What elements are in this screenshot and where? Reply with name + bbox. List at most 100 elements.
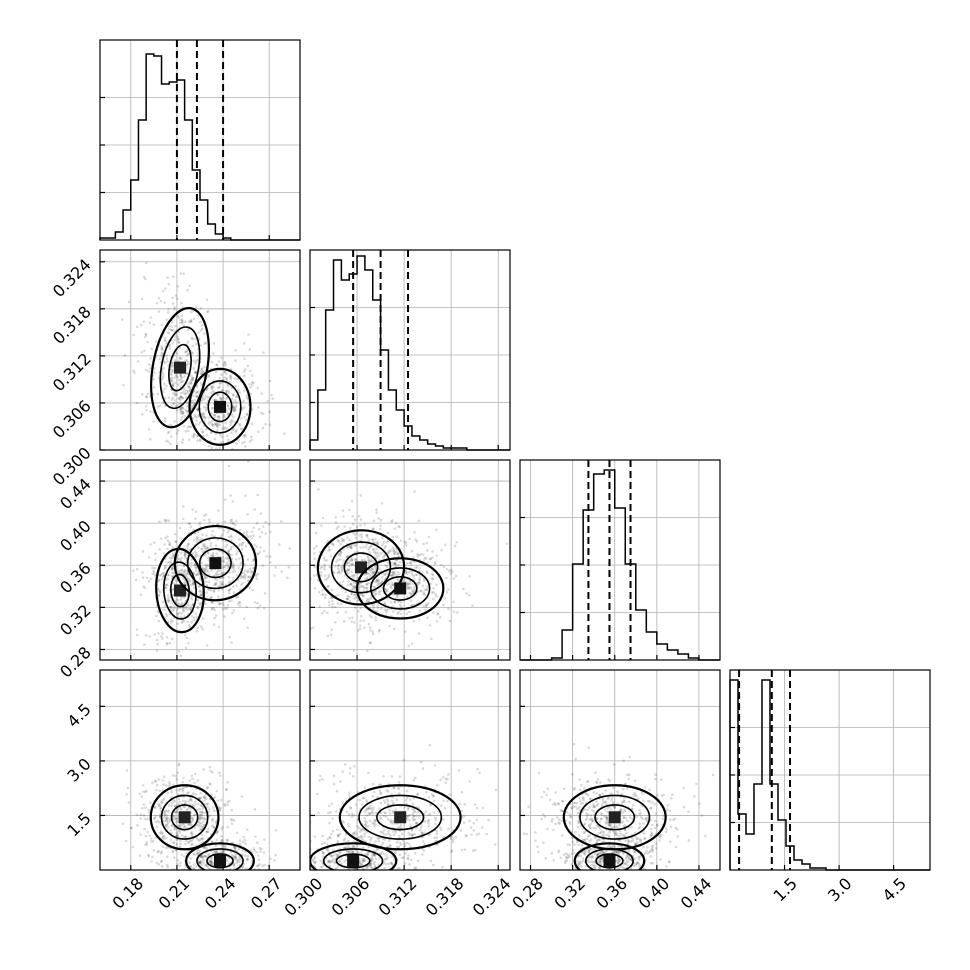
scatter-point	[166, 599, 170, 603]
scatter-point	[362, 589, 366, 592]
scatter-point	[385, 588, 389, 591]
scatter-point	[336, 834, 340, 838]
scatter-point	[213, 414, 216, 418]
scatter-point	[188, 579, 192, 583]
scatter-point	[197, 585, 200, 588]
scatter-point	[296, 535, 299, 538]
scatter-point	[185, 571, 189, 574]
scatter-point	[235, 550, 239, 554]
scatter-point	[135, 628, 139, 631]
scatter-point	[475, 818, 479, 822]
scatter-point	[214, 614, 218, 617]
scatter-point	[194, 555, 197, 559]
scatter-point	[180, 314, 184, 318]
scatter-point	[205, 786, 209, 790]
scatter-point	[282, 876, 285, 879]
scatter-point	[368, 806, 371, 810]
scatter-point	[283, 432, 286, 436]
scatter-point	[192, 582, 195, 585]
scatter-point	[174, 294, 178, 297]
scatter-point	[170, 435, 173, 438]
scatter-point	[391, 583, 395, 586]
scatter-point	[184, 554, 187, 557]
scatter-point	[473, 803, 477, 807]
scatter-point	[416, 821, 419, 825]
scatter-point	[374, 616, 378, 619]
scatter-point	[374, 823, 377, 826]
scatter-point	[594, 771, 597, 775]
scatter-point	[274, 853, 277, 857]
scatter-point	[262, 549, 266, 553]
scatter-point	[378, 789, 382, 793]
scatter-point	[336, 602, 340, 605]
scatter-point	[431, 556, 434, 559]
scatter-point	[192, 616, 196, 620]
scatter-point	[415, 573, 419, 576]
scatter-point	[189, 807, 193, 811]
scatter-point	[472, 829, 475, 832]
scatter-point	[234, 519, 238, 523]
scatter-point	[350, 812, 354, 816]
scatter-point	[193, 853, 196, 857]
scatter-point	[240, 875, 243, 878]
scatter-point	[234, 558, 238, 561]
scatter-point	[183, 350, 187, 354]
scatter-point	[426, 585, 430, 588]
scatter-point	[339, 550, 343, 554]
scatter-point	[365, 576, 369, 579]
scatter-point	[190, 407, 193, 411]
scatter-point	[350, 499, 354, 503]
scatter-point	[264, 520, 268, 524]
scatter-point	[182, 776, 185, 780]
scatter-point	[150, 860, 153, 863]
scatter-point	[157, 310, 161, 313]
scatter-point	[447, 773, 450, 776]
scatter-point	[548, 798, 552, 802]
scatter-point	[220, 389, 224, 392]
scatter-point	[233, 406, 236, 410]
scatter-point	[394, 831, 397, 834]
scatter-point	[155, 825, 159, 829]
scatter-point	[234, 857, 237, 861]
scatter-point	[353, 544, 357, 548]
scatter-point	[234, 429, 238, 432]
scatter-point	[174, 393, 177, 397]
scatter-point	[446, 778, 449, 781]
scatter-point	[324, 578, 328, 582]
scatter-point	[307, 577, 310, 580]
scatter-point	[623, 809, 627, 813]
scatter-point	[205, 864, 209, 868]
scatter-point	[331, 879, 334, 882]
scatter-panel-r1-c0	[99, 249, 301, 466]
scatter-point	[227, 389, 230, 393]
scatter-point	[390, 574, 394, 577]
scatter-point	[262, 351, 265, 355]
scatter-point	[191, 792, 195, 795]
scatter-point	[190, 604, 193, 608]
scatter-point	[351, 851, 355, 854]
scatter-point	[354, 581, 357, 585]
scatter-point	[574, 757, 577, 761]
scatter-point	[165, 341, 168, 345]
scatter-point	[207, 416, 210, 420]
scatter-point	[347, 871, 350, 874]
scatter-point	[199, 855, 202, 858]
scatter-point	[613, 806, 617, 809]
scatter-point	[232, 427, 236, 431]
scatter-point	[205, 644, 209, 647]
scatter-point	[170, 325, 173, 329]
scatter-point	[138, 792, 142, 795]
scatter-point	[160, 351, 163, 354]
scatter-point	[347, 845, 351, 848]
scatter-point	[365, 587, 368, 590]
scatter-point	[618, 834, 621, 838]
scatter-point	[318, 605, 321, 608]
scatter-point	[144, 817, 147, 821]
scatter-point	[238, 422, 241, 426]
scatter-point	[195, 573, 199, 577]
scatter-point	[239, 463, 242, 466]
scatter-point	[231, 428, 235, 432]
scatter-point	[326, 847, 330, 851]
scatter-point	[165, 642, 169, 646]
scatter-point	[166, 535, 169, 539]
